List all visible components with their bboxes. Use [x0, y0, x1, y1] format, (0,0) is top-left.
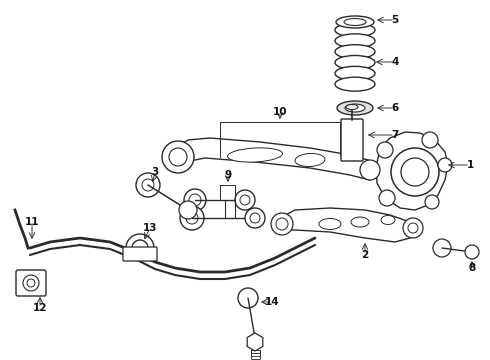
Ellipse shape	[336, 16, 374, 28]
Circle shape	[425, 195, 439, 209]
Circle shape	[189, 194, 201, 206]
Ellipse shape	[381, 216, 395, 225]
Circle shape	[238, 288, 258, 308]
Circle shape	[433, 239, 451, 257]
Circle shape	[169, 148, 187, 166]
Circle shape	[271, 213, 293, 235]
Polygon shape	[376, 132, 448, 210]
Ellipse shape	[337, 101, 373, 115]
Circle shape	[186, 212, 198, 224]
Circle shape	[179, 201, 197, 219]
Circle shape	[276, 218, 288, 230]
Text: 5: 5	[392, 15, 399, 25]
Ellipse shape	[319, 219, 341, 230]
Circle shape	[422, 132, 438, 148]
Text: 7: 7	[392, 130, 399, 140]
Circle shape	[377, 142, 393, 158]
FancyBboxPatch shape	[16, 270, 46, 296]
Ellipse shape	[335, 77, 375, 91]
Circle shape	[250, 213, 260, 223]
Circle shape	[401, 158, 429, 186]
Circle shape	[379, 190, 395, 206]
Text: 8: 8	[468, 263, 476, 273]
Polygon shape	[277, 208, 415, 242]
Text: 3: 3	[151, 167, 159, 177]
Circle shape	[23, 275, 39, 291]
Circle shape	[180, 206, 204, 230]
Circle shape	[391, 148, 439, 196]
Circle shape	[162, 141, 194, 173]
Circle shape	[240, 195, 250, 205]
Ellipse shape	[335, 23, 375, 37]
Ellipse shape	[344, 18, 366, 26]
Circle shape	[403, 218, 423, 238]
Text: 12: 12	[33, 303, 47, 313]
Circle shape	[438, 158, 452, 172]
Ellipse shape	[335, 66, 375, 80]
FancyBboxPatch shape	[123, 247, 157, 261]
FancyBboxPatch shape	[341, 119, 363, 161]
Ellipse shape	[295, 153, 325, 167]
Circle shape	[142, 179, 154, 191]
Ellipse shape	[335, 55, 375, 69]
Ellipse shape	[335, 34, 375, 48]
Polygon shape	[170, 138, 378, 180]
Circle shape	[27, 279, 35, 287]
Text: 1: 1	[466, 160, 474, 170]
Text: 13: 13	[143, 223, 157, 233]
Text: 9: 9	[224, 170, 232, 180]
Text: 10: 10	[273, 107, 287, 117]
Text: 6: 6	[392, 103, 399, 113]
Circle shape	[408, 223, 418, 233]
Text: 4: 4	[392, 57, 399, 67]
Ellipse shape	[346, 104, 358, 109]
Text: 11: 11	[25, 217, 39, 227]
Circle shape	[235, 190, 255, 210]
Circle shape	[245, 208, 265, 228]
Ellipse shape	[227, 148, 282, 162]
Circle shape	[465, 245, 479, 259]
Ellipse shape	[335, 45, 375, 59]
Polygon shape	[247, 333, 263, 351]
Text: 14: 14	[265, 297, 279, 307]
Text: 2: 2	[361, 250, 368, 260]
Circle shape	[184, 189, 206, 211]
Ellipse shape	[345, 104, 365, 112]
Circle shape	[136, 173, 160, 197]
Circle shape	[360, 160, 380, 180]
Ellipse shape	[351, 217, 369, 227]
